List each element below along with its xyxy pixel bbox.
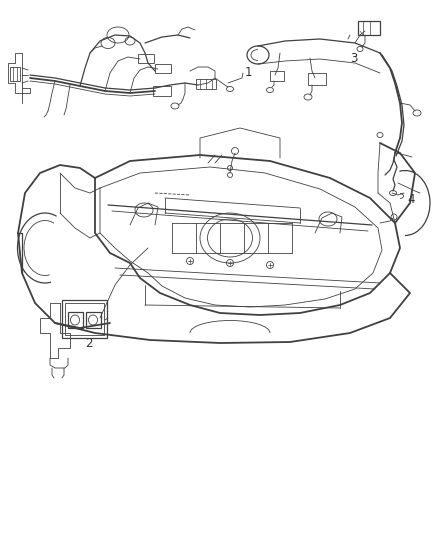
Bar [10, 67, 20, 81]
Bar [270, 71, 284, 81]
Bar [358, 21, 380, 35]
Bar [155, 64, 171, 73]
Bar [62, 300, 107, 338]
Bar [86, 312, 101, 328]
Bar [65, 303, 104, 335]
Text: 1: 1 [245, 67, 252, 79]
Text: 3: 3 [350, 52, 358, 65]
Bar [138, 54, 154, 63]
Bar [196, 79, 216, 89]
Bar [68, 312, 83, 328]
Text: 4: 4 [407, 193, 415, 206]
Text: 2: 2 [85, 337, 93, 350]
Bar [308, 73, 326, 85]
Bar [153, 86, 171, 96]
